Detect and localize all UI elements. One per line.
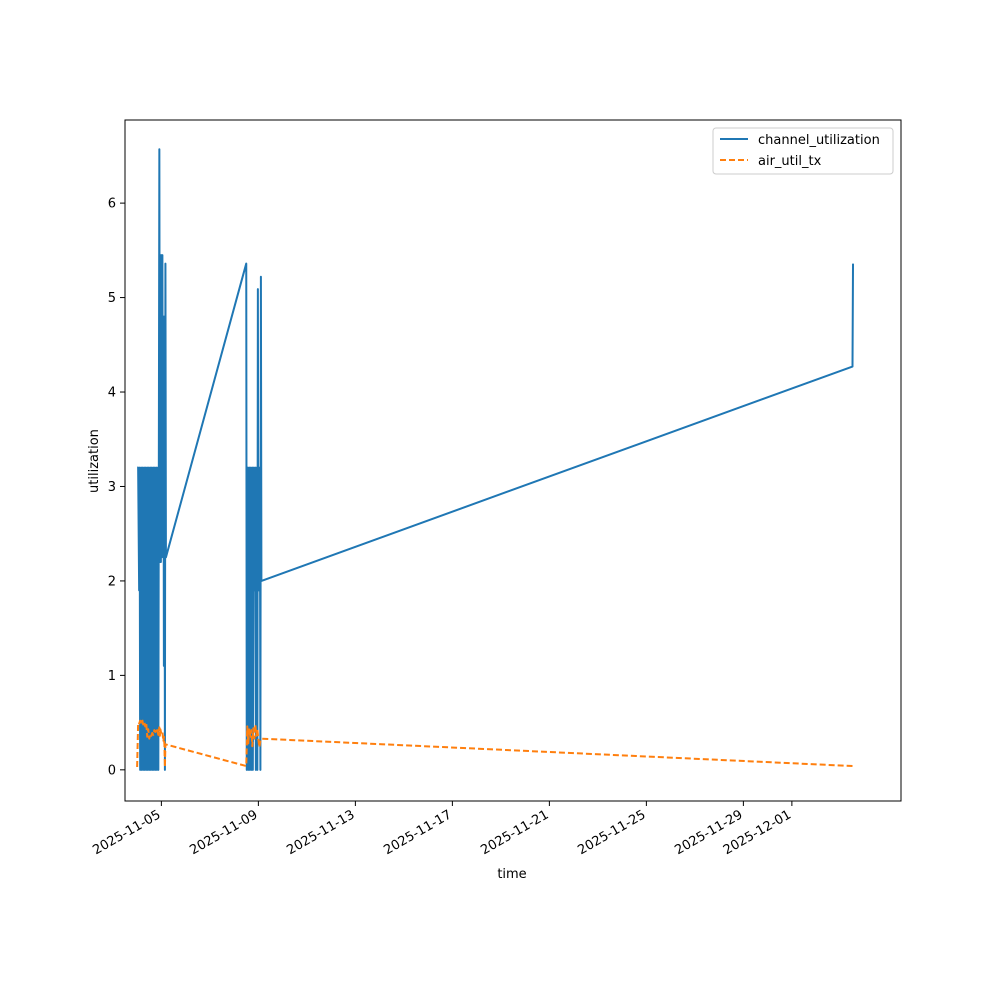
y-axis: 0 1 2 3 4 5 6 — [108, 197, 125, 778]
y-tick-label: 2 — [108, 574, 116, 589]
plot-area — [124, 119, 902, 802]
y-tick-label: 3 — [108, 480, 116, 495]
x-axis-label: time — [497, 867, 526, 882]
legend-label-channel-utilization: channel_utilization — [758, 133, 880, 148]
y-axis-label: utilization — [87, 429, 102, 493]
y-tick-label: 4 — [108, 386, 116, 401]
legend: channel_utilization air_util_tx — [712, 127, 894, 175]
series-layer — [136, 148, 855, 771]
y-tick-label: 6 — [108, 197, 116, 212]
y-tick-label: 0 — [108, 763, 116, 778]
y-tick-label: 5 — [108, 291, 116, 306]
plot-frame — [124, 119, 902, 802]
legend-box — [712, 127, 894, 175]
series-line-air-util-tx — [136, 718, 853, 768]
series-line-channel-utilization — [137, 148, 855, 771]
y-tick-label: 1 — [108, 669, 116, 684]
legend-label-air-util-tx: air_util_tx — [758, 154, 822, 169]
